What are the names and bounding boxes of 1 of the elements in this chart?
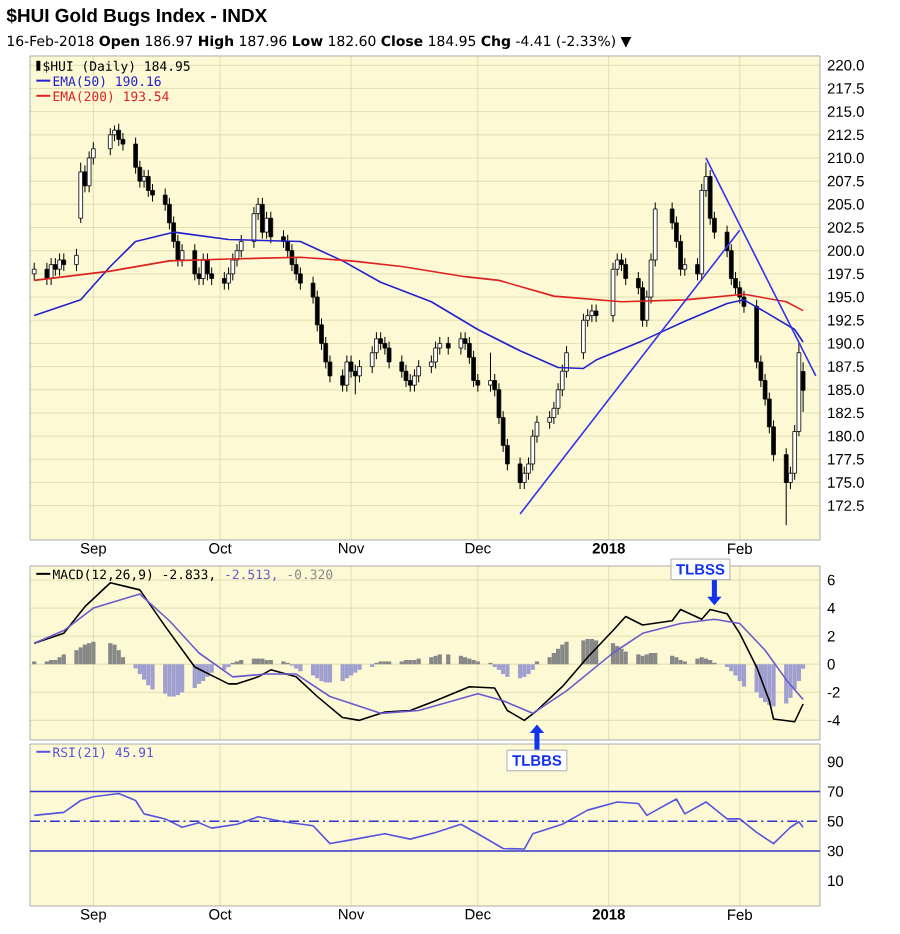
chart-title: $HUI Gold Bugs Index - INDX bbox=[6, 7, 268, 26]
